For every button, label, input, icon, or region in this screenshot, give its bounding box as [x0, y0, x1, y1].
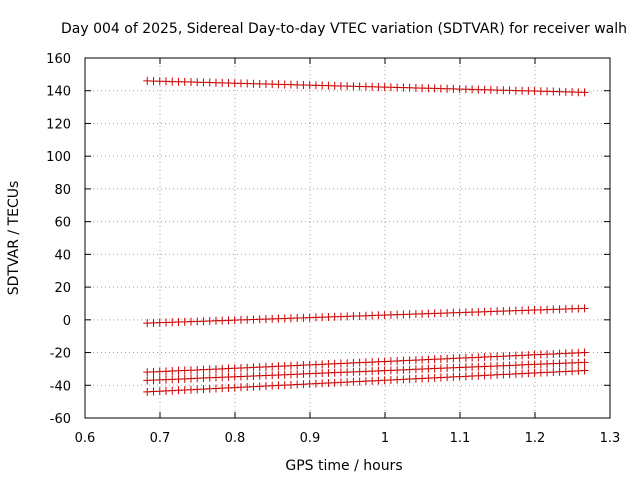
x-tick-label: 0.7	[150, 431, 171, 446]
y-tick-label: 60	[54, 216, 71, 231]
data-points	[143, 76, 589, 396]
y-tick-label: -40	[50, 379, 71, 394]
x-axis-label: GPS time / hours	[285, 458, 402, 474]
axis-ticks: -60 -40 -20 0 20 40 60 80 100 120 140 160 0.6 0.7 0.8 0…	[46, 52, 620, 446]
data-point	[580, 358, 589, 367]
y-tick-label: 120	[46, 117, 71, 132]
chart-title: Day 004 of 2025, Sidereal Day-to-day VTE…	[61, 21, 627, 37]
x-tick-label: 1	[381, 431, 389, 446]
plot-frame	[84, 57, 611, 419]
y-axis-label: SDTVAR / TECUs	[6, 181, 22, 296]
y-tick-label: 20	[54, 281, 71, 296]
x-tick-label: 0.9	[300, 431, 321, 446]
series-s2	[143, 304, 589, 328]
y-tick-label: 140	[46, 85, 71, 100]
x-tick-label: 1.1	[450, 431, 471, 446]
data-point	[580, 88, 589, 97]
y-tick-label: 100	[46, 150, 71, 165]
y-tick-label: -60	[50, 412, 71, 427]
data-point	[580, 304, 589, 313]
y-tick-label: 160	[46, 52, 71, 67]
grid-lines	[85, 58, 610, 418]
y-tick-label: 40	[54, 248, 71, 263]
data-point	[580, 366, 589, 375]
x-tick-label: 1.2	[525, 431, 546, 446]
y-tick-label: 0	[63, 314, 71, 329]
x-tick-label: 1.3	[600, 431, 621, 446]
series-s5	[143, 366, 589, 396]
y-tick-label: 80	[54, 183, 71, 198]
x-tick-label: 0.6	[75, 431, 96, 446]
series-s1	[143, 76, 589, 97]
data-point	[580, 348, 589, 357]
x-tick-label: 0.8	[225, 431, 246, 446]
series-s4	[143, 358, 589, 385]
y-tick-label: -20	[50, 347, 71, 362]
series-s3	[143, 348, 589, 377]
